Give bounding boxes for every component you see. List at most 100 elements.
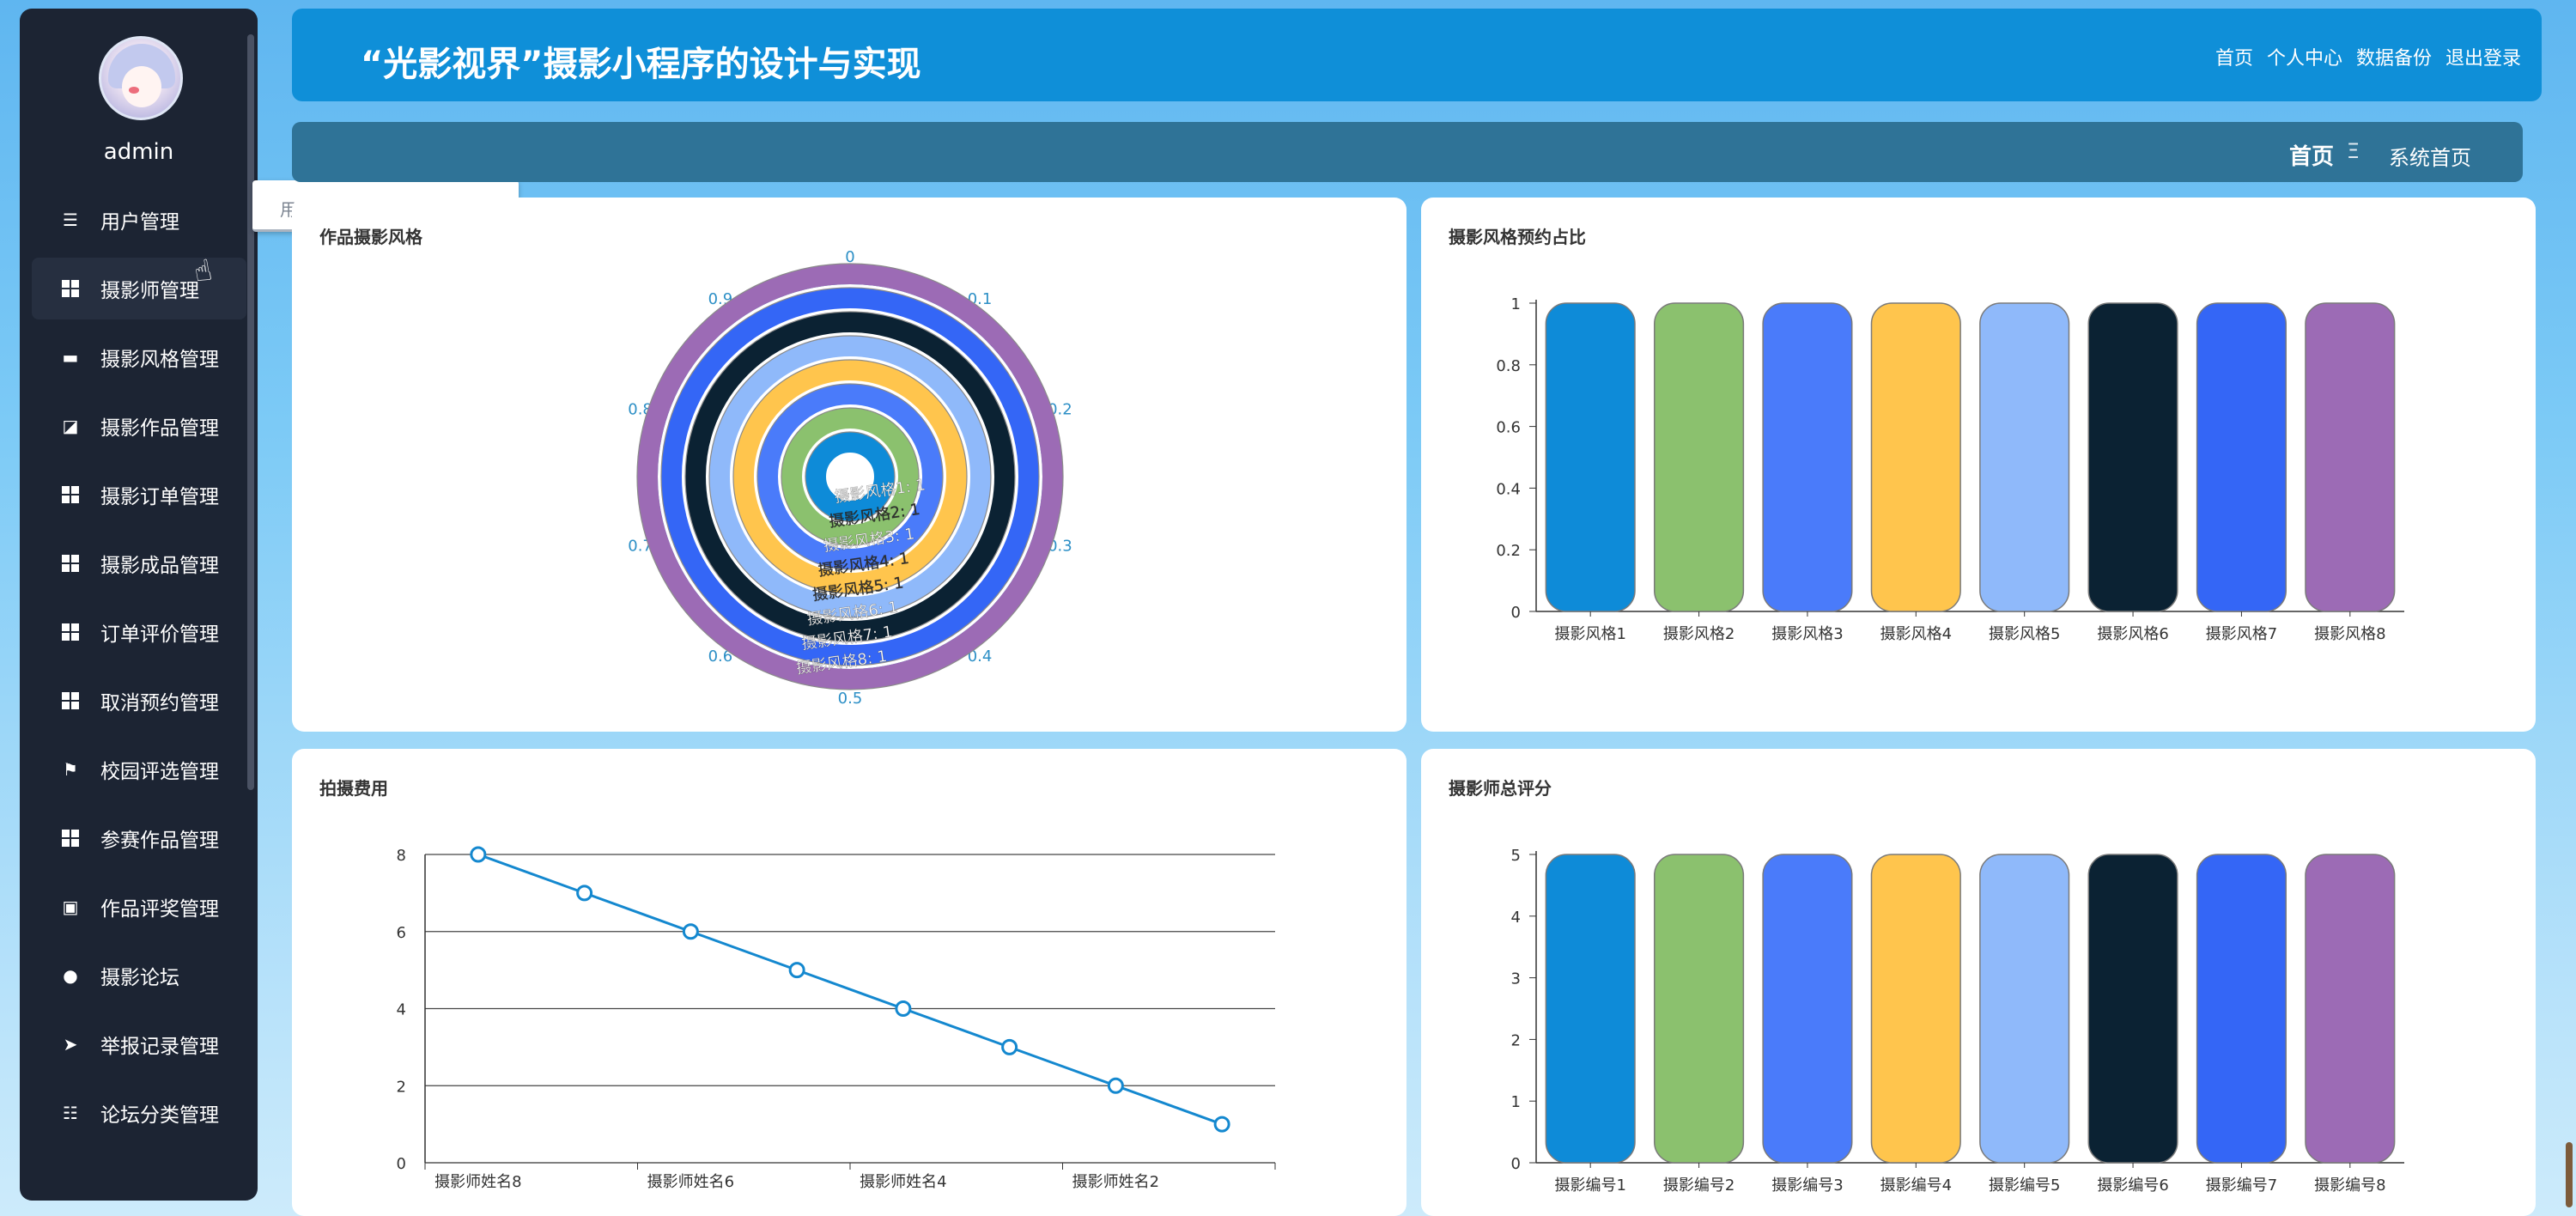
radial-bar xyxy=(805,432,895,521)
nav-backup[interactable]: 数据备份 xyxy=(2355,48,2432,70)
chart-title: 摄影师总评分 xyxy=(1449,778,1552,799)
sidebar-item-label: 摄影订单管理 xyxy=(100,486,219,508)
monitor-icon: ▬ xyxy=(62,347,79,368)
y-tick-label: 0.2 xyxy=(1496,542,1521,560)
list-icon: ☰ xyxy=(63,210,78,230)
x-tick-label: 摄影风格5 xyxy=(1989,625,2060,643)
x-tick-label: 摄影风格7 xyxy=(2206,625,2277,643)
x-tick-label: 摄影风格6 xyxy=(2097,625,2168,643)
y-tick-label: 1 xyxy=(1511,295,1521,313)
line-chart: 0 2 4 6 8 摄影师姓名8 摄影师姓名6 摄影师姓名4 摄影师姓名2 xyxy=(397,846,1276,1191)
sidebar-item-user-management[interactable]: ☰ 用户管理 xyxy=(32,189,246,251)
sidebar-item-review-management[interactable]: 订单评价管理 xyxy=(32,601,246,663)
bar xyxy=(1762,854,1853,1164)
x-tick-label: 摄影风格3 xyxy=(1771,625,1843,643)
y-tick-label: 4 xyxy=(1511,909,1521,927)
sidebar-item-style-management[interactable]: ▬ 摄影风格管理 xyxy=(32,326,246,388)
breadcrumb-home[interactable]: 首页 xyxy=(2288,144,2334,170)
sidebar-item-label: 校园评选管理 xyxy=(100,761,219,783)
ring-outline xyxy=(732,359,968,594)
x-tick-label: 摄影编号4 xyxy=(1880,1176,1952,1195)
avatar[interactable] xyxy=(99,36,183,120)
x-tick-label: 摄影风格4 xyxy=(1880,625,1952,643)
nav-logout[interactable]: 退出登录 xyxy=(2445,48,2521,70)
ring-outline xyxy=(660,287,1040,666)
breadcrumb-current: 系统首页 xyxy=(2389,146,2471,170)
y-tick-label: 0 xyxy=(1511,604,1521,622)
sidebar-item-campus-selection[interactable]: ⚑ 校园评选管理 xyxy=(32,739,246,800)
sidebar-item-cancel-management[interactable]: 取消预约管理 xyxy=(32,670,246,732)
angle-tick-label: 0.7 xyxy=(628,537,653,555)
sidebar-item-entries-management[interactable]: 参赛作品管理 xyxy=(32,807,246,869)
data-point xyxy=(470,846,487,863)
clipboard-icon: ▣ xyxy=(62,897,79,917)
grid-icon xyxy=(61,623,80,641)
bar xyxy=(1653,854,1745,1164)
breadcrumb: 首页 Ξ 系统首页 xyxy=(292,122,2523,182)
sidebar-item-order-management[interactable]: 摄影订单管理 xyxy=(32,464,246,526)
y-tick-label: 0.8 xyxy=(1496,357,1521,375)
radial-bar xyxy=(757,384,943,569)
sidebar-item-works-management[interactable]: ◪ 摄影作品管理 xyxy=(32,395,246,457)
ring-outline xyxy=(684,311,1016,642)
y-tick-label: 8 xyxy=(397,847,406,865)
sidebar-item-label: 参赛作品管理 xyxy=(100,830,219,852)
y-tick-label: 4 xyxy=(397,1001,406,1019)
breadcrumb-separator-icon: Ξ xyxy=(2346,139,2360,163)
sidebar-item-label: 摄影风格管理 xyxy=(100,349,219,371)
bar xyxy=(1870,302,1961,612)
bar xyxy=(1545,302,1636,612)
sidebar-item-product-management[interactable]: 摄影成品管理 xyxy=(32,532,246,594)
bar xyxy=(1762,302,1853,612)
data-point xyxy=(788,962,805,979)
style-booking-ratio-panel: 摄影风格预约占比 0 0.2 0.4 0.6 0.8 1 摄影风格1 摄影风格2 摄影风格3 摄影… xyxy=(1421,198,2536,732)
y-tick-label: 0.4 xyxy=(1496,480,1521,498)
y-tick-label: 0 xyxy=(1511,1155,1521,1173)
sliders-icon: ☷ xyxy=(63,1103,78,1123)
user-icon: ● xyxy=(63,965,78,986)
chart-title: 摄影风格预约占比 xyxy=(1449,227,1586,247)
x-tick-label: 摄影编号7 xyxy=(2206,1176,2277,1195)
y-tick-label: 2 xyxy=(397,1078,406,1096)
data-point xyxy=(1107,1077,1124,1094)
sidebar-item-report-management[interactable]: ➤ 举报记录管理 xyxy=(32,1013,246,1075)
shooting-fee-panel: 拍摄费用 0 2 4 6 8 摄影师姓名8 摄影师姓名6 摄影师姓名4 摄影师姓名2 xyxy=(292,749,1406,1216)
radial-bar xyxy=(637,264,1063,690)
y-tick-label: 5 xyxy=(1511,847,1521,865)
sidebar-item-award-management[interactable]: ▣ 作品评奖管理 xyxy=(32,876,246,938)
bar xyxy=(1979,854,2070,1164)
sidebar-scrollbar[interactable] xyxy=(247,34,254,790)
grid-icon xyxy=(61,691,80,710)
x-tick-label: 摄影编号8 xyxy=(2314,1176,2385,1195)
page-scrollbar[interactable] xyxy=(2566,1142,2573,1207)
photographer-score-panel: 摄影师总评分 0 1 2 3 4 5 摄影编号1 摄影编号2 摄影编号3 摄影编号4 摄影编号5 摄影… xyxy=(1421,749,2536,1216)
bar xyxy=(2305,302,2396,612)
bar xyxy=(1653,302,1745,612)
nav-profile[interactable]: 个人中心 xyxy=(2266,48,2342,70)
sidebar-item-label: 摄影论坛 xyxy=(100,967,179,989)
sidebar-item-photographer-management[interactable]: 摄影师管理 xyxy=(32,258,246,319)
y-tick-label: 2 xyxy=(1511,1031,1521,1049)
bar xyxy=(1870,854,1961,1164)
angle-tick-label: 0.5 xyxy=(838,690,863,708)
sidebar-item-label: 用户管理 xyxy=(100,211,179,234)
sidebar-item-label: 摄影成品管理 xyxy=(100,555,219,577)
data-point xyxy=(895,1000,912,1017)
nav-home[interactable]: 首页 xyxy=(2215,48,2253,70)
radial-bar xyxy=(733,360,967,593)
bar xyxy=(2196,302,2287,612)
sidebar-item-label: 作品评奖管理 xyxy=(100,898,219,921)
sidebar-item-forum-category[interactable]: ☷ 论坛分类管理 xyxy=(32,1082,246,1144)
angle-tick-label: 0 xyxy=(845,248,854,266)
x-tick-label: 摄影编号3 xyxy=(1771,1176,1843,1195)
data-point xyxy=(1001,1038,1018,1055)
y-tick-label: 1 xyxy=(1511,1093,1521,1111)
ring-outline xyxy=(708,335,992,618)
sidebar-item-label: 举报记录管理 xyxy=(100,1036,219,1058)
sidebar-item-label: 订单评价管理 xyxy=(100,623,219,646)
sidebar-item-label: 取消预约管理 xyxy=(100,692,219,714)
sidebar-item-forum[interactable]: ● 摄影论坛 xyxy=(32,945,246,1006)
avatar-blush xyxy=(129,87,139,94)
x-tick-label: 摄影风格2 xyxy=(1663,625,1735,643)
y-tick-label: 0 xyxy=(397,1155,406,1173)
